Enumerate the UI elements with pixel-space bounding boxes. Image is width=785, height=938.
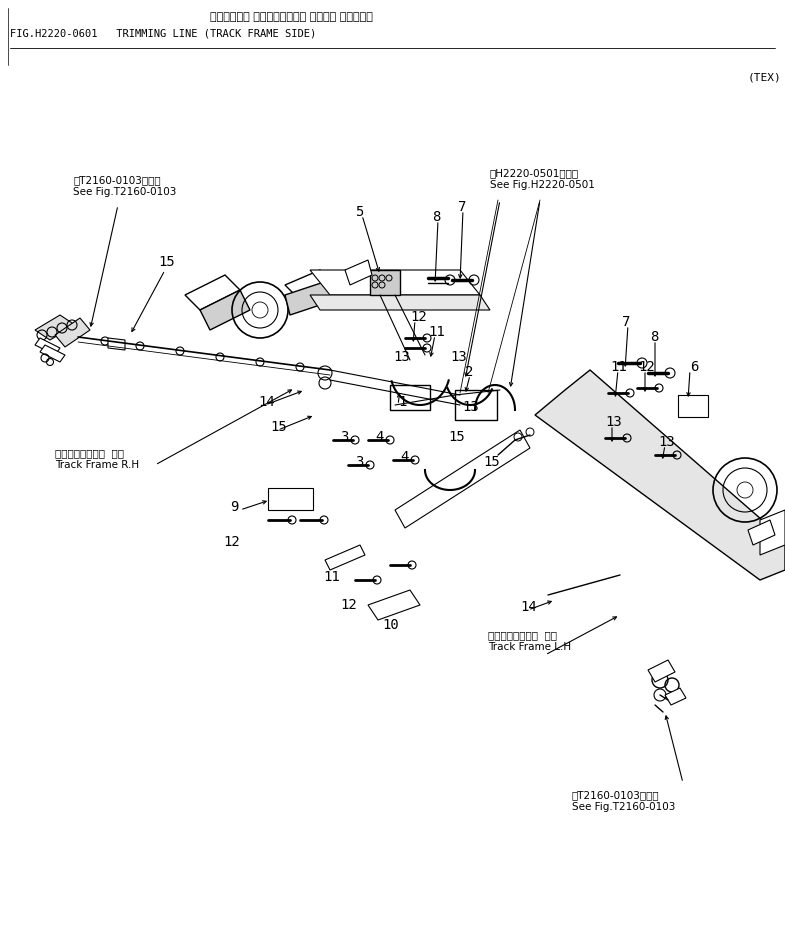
Text: 12: 12 [223,535,239,549]
Polygon shape [55,318,90,347]
Text: 14: 14 [258,395,275,409]
Polygon shape [310,270,480,295]
Text: 8: 8 [650,330,659,344]
Text: 13: 13 [658,435,675,449]
Polygon shape [35,315,75,340]
Polygon shape [760,510,785,555]
Polygon shape [35,338,60,355]
Text: 11: 11 [610,360,626,374]
Text: 第T2160-0103図参照
See Fig.T2160-0103: 第T2160-0103図参照 See Fig.T2160-0103 [73,175,177,197]
Text: 15: 15 [483,455,500,469]
Text: 2: 2 [465,365,473,379]
Text: 1: 1 [398,395,407,409]
Polygon shape [285,280,335,315]
Polygon shape [200,290,250,330]
Text: FIG.H2220-0601   TRIMMING LINE (TRACK FRAME SIDE): FIG.H2220-0601 TRIMMING LINE (TRACK FRAM… [10,28,316,38]
Polygon shape [648,660,675,682]
Bar [370,270,400,295]
Polygon shape [345,260,372,285]
Text: 15: 15 [158,255,175,269]
Bar [455,390,497,420]
Text: 4: 4 [375,430,383,444]
Text: 7: 7 [458,200,466,214]
Polygon shape [40,345,65,362]
Polygon shape [535,370,785,580]
Text: 3: 3 [340,430,349,444]
Text: 6: 6 [690,360,699,374]
Polygon shape [185,275,240,310]
Text: トラックフレーム  左側
Track Frame L.H: トラックフレーム 左側 Track Frame L.H [488,630,571,652]
Text: 5: 5 [355,205,363,219]
Text: 13: 13 [605,415,622,429]
Bar [390,385,430,410]
Polygon shape [285,270,330,295]
Text: 8: 8 [432,210,440,224]
Bar [678,395,708,417]
Polygon shape [325,545,365,570]
Text: 13: 13 [450,350,467,364]
Text: 12: 12 [410,310,427,324]
Text: 3: 3 [355,455,363,469]
Text: 11: 11 [323,570,340,584]
Polygon shape [665,688,686,705]
Text: 13: 13 [462,400,479,414]
Text: 15: 15 [270,420,287,434]
Text: 12: 12 [638,360,655,374]
Text: 10: 10 [382,618,399,632]
Text: 15: 15 [448,430,465,444]
Text: 14: 14 [520,600,537,614]
Polygon shape [108,338,125,350]
Text: (TEX): (TEX) [748,72,782,82]
Text: トリミング・ ライン（トラック フレーム サイド・）: トリミング・ ライン（トラック フレーム サイド・） [210,12,373,22]
Text: 7: 7 [622,315,630,329]
Polygon shape [310,295,490,310]
Text: 第H2220-0501図参照
See Fig.H2220-0501: 第H2220-0501図参照 See Fig.H2220-0501 [490,168,595,189]
Polygon shape [395,430,530,528]
Text: 13: 13 [393,350,410,364]
Text: 11: 11 [428,325,445,339]
Text: 9: 9 [230,500,239,514]
Bar [268,488,313,510]
Polygon shape [368,590,420,620]
Text: トラックフレーム  右側
Track Frame R.H: トラックフレーム 右側 Track Frame R.H [55,448,139,470]
Text: 第T2160-0103図参照
See Fig.T2160-0103: 第T2160-0103図参照 See Fig.T2160-0103 [572,790,675,811]
Polygon shape [748,520,775,545]
Text: 12: 12 [340,598,356,612]
Text: 4: 4 [400,450,408,464]
